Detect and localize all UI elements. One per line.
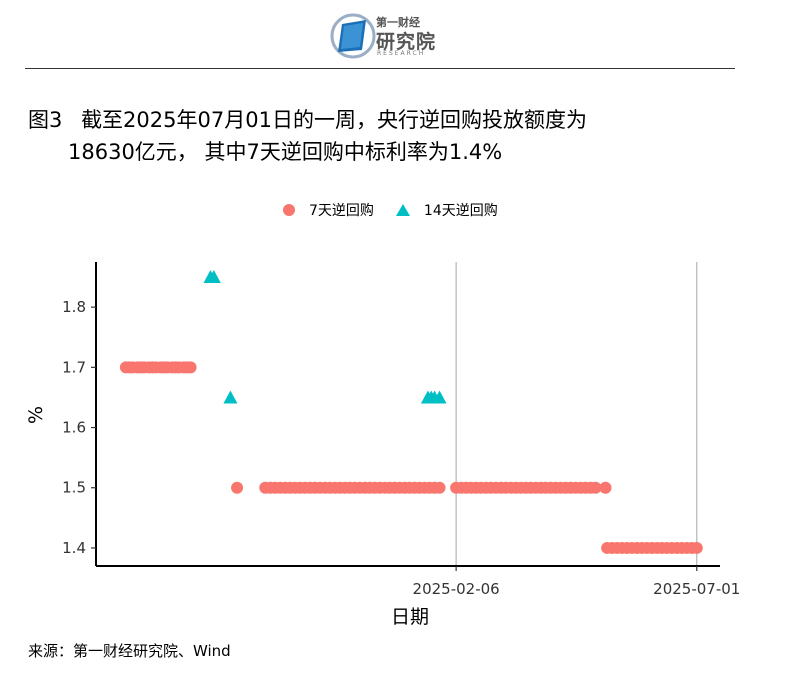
point-7d: [599, 481, 612, 494]
point-7d: [589, 481, 602, 494]
gridlines: [455, 262, 698, 566]
logo: [330, 12, 440, 62]
point-7d: [231, 481, 244, 494]
x-tick-label: 2025-02-06: [413, 580, 500, 598]
legend-label-7d: 7天逆回购: [309, 203, 374, 219]
point-14d: [206, 270, 221, 284]
chart-legend: 7天逆回购 14天逆回购: [283, 200, 520, 220]
y-tick-label: 1.6: [62, 419, 86, 437]
x-axis-label: 日期: [391, 606, 429, 628]
legend-item-14d: 14天逆回购: [395, 200, 498, 220]
figure-title-line1: 截至2025年07月01日的一周，央行逆回购投放额度为: [81, 108, 587, 132]
y-axis-label: %: [25, 406, 47, 424]
scatter-chart: 1.4 1.5 1.6 1.7 1.8 2025-02-06 2025-07-01 日期 %: [25, 262, 740, 628]
x-tick-label: 2025-07-01: [653, 580, 740, 598]
logo-emblem-icon: [330, 13, 376, 59]
y-tick-label: 1.8: [62, 298, 86, 316]
figure-title: 图3 截至2025年07月01日的一周，央行逆回购投放额度为 18630亿元， …: [28, 104, 587, 168]
figure-label: 图3: [28, 108, 63, 132]
source-note: 来源：第一财经研究院、Wind: [28, 642, 231, 660]
y-tick-label: 1.5: [62, 479, 86, 497]
point-7d: [184, 361, 197, 374]
data-marks: [119, 270, 703, 554]
logo-name-small: 第一财经: [376, 16, 420, 29]
axes: 1.4 1.5 1.6 1.7 1.8 2025-02-06 2025-07-01: [62, 262, 740, 598]
logo-name-big: 研究院: [376, 31, 437, 53]
header-divider: [25, 68, 735, 69]
legend-circle-icon: [283, 204, 295, 216]
y-tick-label: 1.4: [62, 539, 86, 557]
legend-item-7d: 7天逆回购: [283, 200, 374, 220]
point-7d: [690, 541, 703, 554]
figure-title-line2: 18630亿元， 其中7天逆回购中标利率为1.4%: [68, 140, 503, 164]
y-tick-label: 1.7: [62, 358, 86, 376]
logo-name-en: RESEARCH: [377, 50, 426, 57]
point-14d: [432, 390, 447, 404]
legend-label-14d: 14天逆回购: [423, 203, 498, 219]
point-7d: [433, 481, 446, 494]
point-14d: [223, 390, 238, 404]
legend-triangle-icon: [395, 204, 410, 216]
